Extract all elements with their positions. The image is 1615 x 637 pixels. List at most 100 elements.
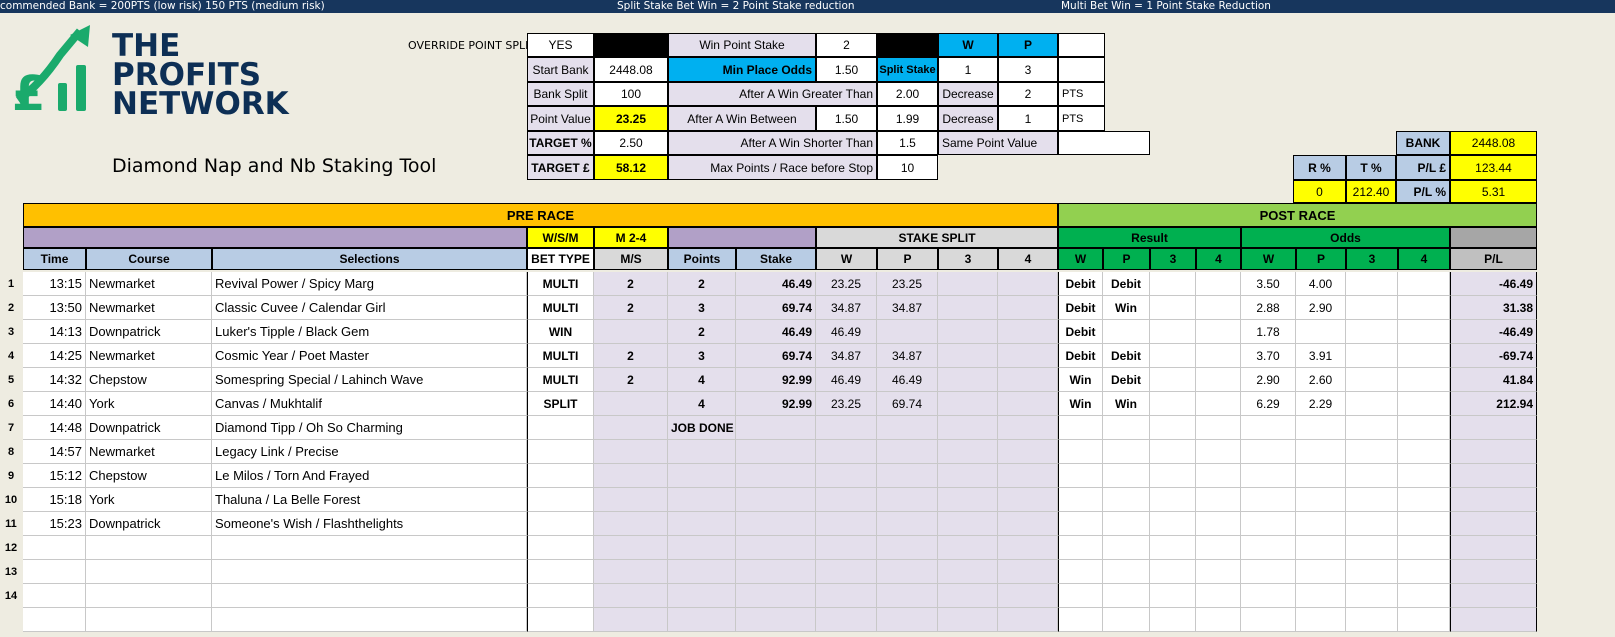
cell-3[interactable] <box>1150 344 1196 368</box>
cell-course[interactable]: Newmarket <box>86 296 212 320</box>
cell-points[interactable] <box>668 584 736 608</box>
cell-selections[interactable]: Somespring Special / Lahinch Wave <box>212 368 527 392</box>
cell-stake[interactable]: 69.74 <box>736 344 816 368</box>
cell-4[interactable] <box>998 344 1058 368</box>
cell-course[interactable]: Chepstow <box>86 368 212 392</box>
cell-time[interactable]: 14:57 <box>23 440 86 464</box>
cell-time[interactable]: 14:40 <box>23 392 86 416</box>
cell-w[interactable] <box>816 440 877 464</box>
cell-course[interactable] <box>86 536 212 560</box>
start-bank-value[interactable]: 2448.08 <box>594 57 668 82</box>
cell-course[interactable] <box>86 584 212 608</box>
cell-3[interactable] <box>1346 440 1398 464</box>
cell-3[interactable] <box>938 560 998 584</box>
cell-4[interactable] <box>1398 464 1450 488</box>
cell-p[interactable]: 23.25 <box>877 272 938 296</box>
cell-4[interactable] <box>1196 320 1241 344</box>
cell-bet-type[interactable] <box>527 488 594 512</box>
cell-m-s[interactable]: 2 <box>594 368 668 392</box>
cell-stake[interactable]: 69.74 <box>736 296 816 320</box>
cell-3[interactable] <box>1346 488 1398 512</box>
cell-p[interactable] <box>1103 608 1150 632</box>
cell-w[interactable] <box>816 464 877 488</box>
cell-p[interactable] <box>877 560 938 584</box>
blank-cell[interactable] <box>1058 131 1150 155</box>
cell-course[interactable] <box>86 608 212 632</box>
max-points-value[interactable]: 10 <box>877 155 938 180</box>
cell-time[interactable]: 14:32 <box>23 368 86 392</box>
cell-course[interactable]: Newmarket <box>86 440 212 464</box>
cell-4[interactable] <box>1196 296 1241 320</box>
cell-stake[interactable] <box>736 608 816 632</box>
cell-course[interactable]: Chepstow <box>86 464 212 488</box>
cell-p-l[interactable]: -46.49 <box>1450 320 1537 344</box>
blank-cell[interactable] <box>1058 33 1105 57</box>
cell-3[interactable] <box>1150 320 1196 344</box>
cell-3[interactable] <box>1346 464 1398 488</box>
cell-course[interactable]: York <box>86 488 212 512</box>
cell-selections[interactable] <box>212 584 527 608</box>
cell-3[interactable] <box>1150 536 1196 560</box>
cell-w[interactable] <box>1241 512 1296 536</box>
cell-3[interactable] <box>1150 488 1196 512</box>
cell-bet-type[interactable]: MULTI <box>527 344 594 368</box>
cell-3[interactable] <box>938 416 998 440</box>
cell-course[interactable]: York <box>86 392 212 416</box>
cell-3[interactable] <box>1346 296 1398 320</box>
cell-m-s[interactable]: 2 <box>594 344 668 368</box>
cell-points[interactable] <box>668 608 736 632</box>
cell-bet-type[interactable]: MULTI <box>527 368 594 392</box>
cell-3[interactable] <box>938 584 998 608</box>
cell-selections[interactable] <box>212 536 527 560</box>
cell-m-s[interactable] <box>594 512 668 536</box>
cell-3[interactable] <box>1346 584 1398 608</box>
cell-4[interactable] <box>998 392 1058 416</box>
win-point-stake-value[interactable]: 2 <box>816 33 877 57</box>
cell-w[interactable] <box>1241 608 1296 632</box>
cell-w[interactable]: Win <box>1058 392 1103 416</box>
cell-p[interactable] <box>877 584 938 608</box>
between-low-value[interactable]: 1.50 <box>816 106 877 131</box>
cell-p[interactable]: 2.90 <box>1296 296 1346 320</box>
cell-m-s[interactable]: 2 <box>594 272 668 296</box>
cell-3[interactable] <box>1346 368 1398 392</box>
cell-p[interactable]: Win <box>1103 392 1150 416</box>
cell-w[interactable]: 6.29 <box>1241 392 1296 416</box>
cell-bet-type[interactable] <box>527 536 594 560</box>
cell-4[interactable] <box>1398 536 1450 560</box>
cell-4[interactable] <box>1398 392 1450 416</box>
point-value[interactable]: 23.25 <box>594 106 668 131</box>
cell-points[interactable]: 2 <box>668 320 736 344</box>
cell-p[interactable]: 4.00 <box>1296 272 1346 296</box>
cell-3[interactable] <box>1346 272 1398 296</box>
cell-w[interactable]: 1.78 <box>1241 320 1296 344</box>
cell-3[interactable] <box>938 368 998 392</box>
cell-w[interactable] <box>816 536 877 560</box>
cell-bet-type[interactable] <box>527 440 594 464</box>
cell-3[interactable] <box>1346 392 1398 416</box>
cell-stake[interactable]: 46.49 <box>736 272 816 296</box>
cell-selections[interactable]: Legacy Link / Precise <box>212 440 527 464</box>
cell-4[interactable] <box>1196 488 1241 512</box>
cell-points[interactable] <box>668 512 736 536</box>
cell-time[interactable]: 15:12 <box>23 464 86 488</box>
cell-p-l[interactable] <box>1450 440 1537 464</box>
cell-w[interactable] <box>816 488 877 512</box>
cell-p[interactable]: Debit <box>1103 368 1150 392</box>
split-w-value[interactable]: 1 <box>938 57 998 82</box>
cell-4[interactable] <box>1196 584 1241 608</box>
cell-w[interactable] <box>1058 584 1103 608</box>
cell-3[interactable] <box>938 320 998 344</box>
cell-w[interactable]: Win <box>1058 368 1103 392</box>
cell-p-l[interactable]: 31.38 <box>1450 296 1537 320</box>
cell-w[interactable] <box>1058 608 1103 632</box>
cell-3[interactable] <box>1150 560 1196 584</box>
cell-3[interactable] <box>1150 584 1196 608</box>
cell-w[interactable] <box>1058 464 1103 488</box>
cell-p[interactable] <box>877 488 938 512</box>
cell-3[interactable] <box>1346 344 1398 368</box>
cell-4[interactable] <box>1398 320 1450 344</box>
cell-4[interactable] <box>998 608 1058 632</box>
cell-4[interactable] <box>998 560 1058 584</box>
cell-stake[interactable] <box>736 440 816 464</box>
